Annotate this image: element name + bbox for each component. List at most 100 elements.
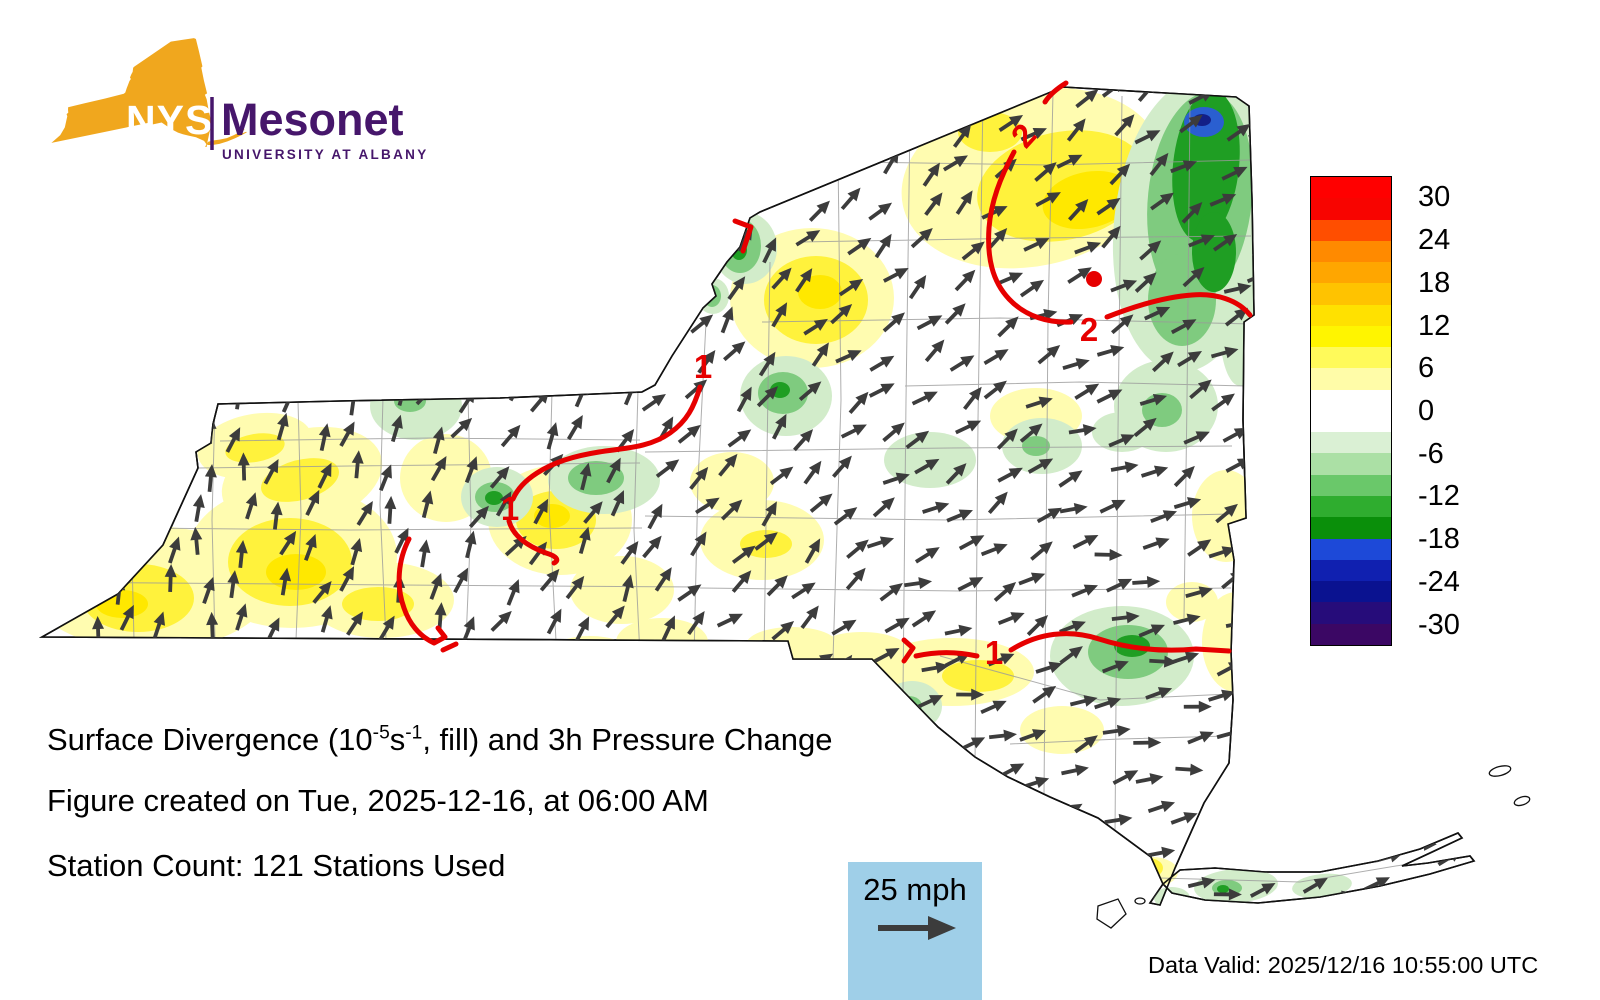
title-sup-2: -1 <box>405 722 423 744</box>
wind-arrow <box>485 147 515 182</box>
divergence-fill-layer <box>42 87 1421 905</box>
wind-arrow <box>1324 87 1360 102</box>
wind-arrow <box>523 679 552 714</box>
wind-arrow <box>116 372 134 406</box>
colorbar-tick-label: 12 <box>1418 309 1451 342</box>
wind-arrow <box>1205 831 1240 859</box>
wind-arrow <box>607 193 641 225</box>
wind-arrow <box>1412 87 1447 100</box>
wind-arrow <box>537 300 567 335</box>
wind-arrow <box>642 647 675 681</box>
wind-arrow <box>159 878 190 905</box>
wind-arrow <box>1259 195 1294 221</box>
wind-arrow <box>1247 87 1279 114</box>
wind-arrow <box>79 296 111 330</box>
wind-arrow <box>121 457 140 490</box>
wind-arrow <box>351 335 378 370</box>
wind-arrow <box>903 110 937 143</box>
pressure-contour-label: 1 <box>694 348 712 385</box>
wind-arrow <box>529 222 556 258</box>
wind-arrow <box>881 111 914 144</box>
wind-arrow <box>47 380 76 415</box>
wind-arrow <box>1446 148 1474 174</box>
wind-arrow <box>756 87 790 110</box>
wind-arrow <box>654 913 684 937</box>
wind-arrow <box>450 119 479 154</box>
colorbar-segment <box>1311 410 1391 433</box>
wind-arrow <box>1298 715 1332 747</box>
wind-arrow <box>448 87 479 106</box>
wind-arrow <box>882 752 914 786</box>
wind-arrow <box>1096 874 1132 900</box>
colorbar-bar <box>1310 176 1392 646</box>
wind-arrow <box>232 158 266 190</box>
wind-arrow <box>1289 107 1322 140</box>
colorbar-segment <box>1311 602 1391 624</box>
colorbar-segment <box>1311 325 1391 348</box>
wind-arrow <box>486 307 512 342</box>
wind-arrow <box>872 729 907 756</box>
wind-arrow <box>1019 923 1048 937</box>
wind-arrow <box>1070 875 1105 901</box>
wind-arrow <box>314 914 341 943</box>
wind-arrow <box>464 182 491 217</box>
wind-arrow <box>791 759 826 784</box>
wind-arrow <box>71 345 94 380</box>
wind-arrow <box>267 184 298 218</box>
wind-arrow <box>789 867 824 898</box>
pressure-contours <box>396 80 1253 664</box>
wind-arrow <box>536 156 562 191</box>
wind-arrow <box>1337 119 1369 153</box>
wind-arrow <box>200 257 225 292</box>
wind-arrow <box>837 831 871 863</box>
wind-arrow <box>944 767 978 788</box>
wind-arrow <box>352 650 379 685</box>
wind-arrow <box>612 688 645 722</box>
wind-arrow <box>1432 684 1468 710</box>
wind-arrow <box>70 380 100 415</box>
wind-arrow <box>692 194 720 229</box>
wind-arrow <box>277 232 302 267</box>
wind-arrow <box>599 308 628 343</box>
pressure-contour-label: 1 <box>985 634 1003 671</box>
colorbar-tick-label: -18 <box>1418 523 1460 556</box>
wind-arrow <box>915 832 951 858</box>
wind-arrow <box>42 333 66 368</box>
wind-arrow <box>221 220 254 253</box>
wind-arrow <box>749 841 783 871</box>
wind-arrow <box>347 298 374 333</box>
wind-arrow <box>652 120 687 152</box>
wind-arrow <box>420 155 450 190</box>
wind-arrow <box>74 525 92 558</box>
wind-arrow <box>421 308 454 341</box>
wind-arrow <box>181 192 211 227</box>
title-unit: s <box>389 722 406 757</box>
wind-arrow <box>561 87 594 112</box>
wind-arrow <box>46 87 75 103</box>
wind-arrow <box>198 752 229 787</box>
wind-arrow <box>1396 655 1431 682</box>
wind-arrow <box>614 87 649 106</box>
wind-arrow <box>1361 918 1391 935</box>
wind-arrow <box>1258 796 1293 823</box>
wind-arrow <box>1299 87 1332 106</box>
wind-arrow <box>724 827 755 861</box>
wind-arrow <box>127 642 147 676</box>
wind-arrow <box>863 686 897 719</box>
colorbar-segment <box>1311 495 1391 518</box>
wind-arrow <box>1253 527 1288 554</box>
colorbar-segment <box>1311 581 1391 603</box>
wind-arrow <box>154 336 177 371</box>
figure-created-line: Figure created on Tue, 2025-12-16, at 06… <box>47 783 709 818</box>
wind-arrow <box>69 185 94 220</box>
wind-arrow <box>578 638 609 673</box>
wind-arrow <box>1442 639 1474 672</box>
wind-arrow <box>122 338 151 373</box>
wind-arrow <box>153 497 172 531</box>
wind-arrow <box>1319 835 1353 866</box>
wind-arrow <box>42 650 58 685</box>
wind-arrow <box>1243 576 1278 602</box>
wind-arrow <box>790 87 822 110</box>
wind-arrow <box>79 144 105 180</box>
wind-arrow <box>71 676 93 711</box>
